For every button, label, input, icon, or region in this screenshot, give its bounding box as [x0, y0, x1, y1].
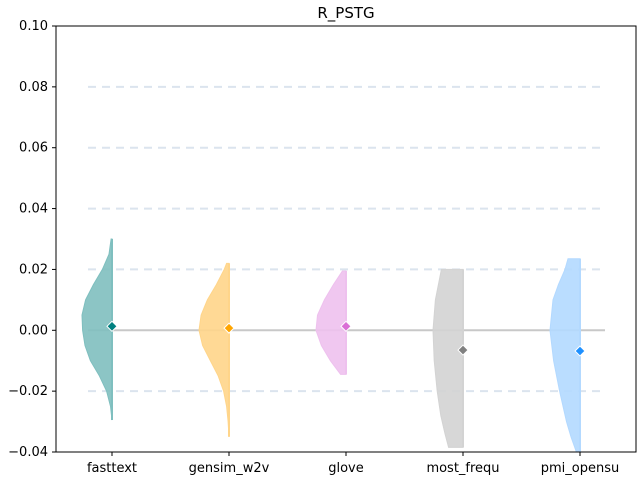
violin-most_frequ	[432, 268, 464, 448]
x-tick-label-gensim_w2v: gensim_w2v	[189, 461, 270, 476]
axes: −0.04 −0.02 0.00 0.02 0.04 0.06 0.08 0.10 fastte…	[8, 19, 637, 476]
x-tick-label-fasttext: fasttext	[87, 461, 137, 476]
y-tick-label: 0.04	[19, 202, 48, 217]
y-tick-label: −0.04	[8, 445, 48, 460]
mean-marker-pmi_opensu	[574, 345, 586, 357]
y-tick-label: 0.00	[19, 323, 48, 338]
violin-pmi_opensu	[549, 258, 581, 453]
plot-area	[81, 85, 605, 453]
violin-fasttext	[81, 238, 113, 421]
violin-gensim_w2v	[198, 262, 230, 437]
mean-marker-gensim_w2v	[223, 322, 235, 334]
y-tick-label: 0.06	[19, 141, 48, 156]
mean-marker-fasttext	[106, 320, 118, 333]
y-tick-label: 0.08	[19, 80, 48, 95]
x-tick-label-most_frequ: most_frequ	[426, 461, 499, 476]
x-tick-label-glove: glove	[328, 461, 364, 476]
chart-title: R_PSTG	[317, 4, 374, 23]
mean-marker-glove	[340, 320, 352, 333]
y-tick-label: 0.10	[19, 19, 48, 34]
violin-glove	[315, 270, 347, 375]
plot-frame	[55, 25, 637, 453]
y-tick-label: 0.02	[19, 262, 48, 277]
x-tick-label-pmi_opensu: pmi_opensu	[541, 461, 619, 476]
mean-marker-most_frequ	[457, 344, 469, 356]
y-tick-label: −0.02	[8, 384, 48, 399]
